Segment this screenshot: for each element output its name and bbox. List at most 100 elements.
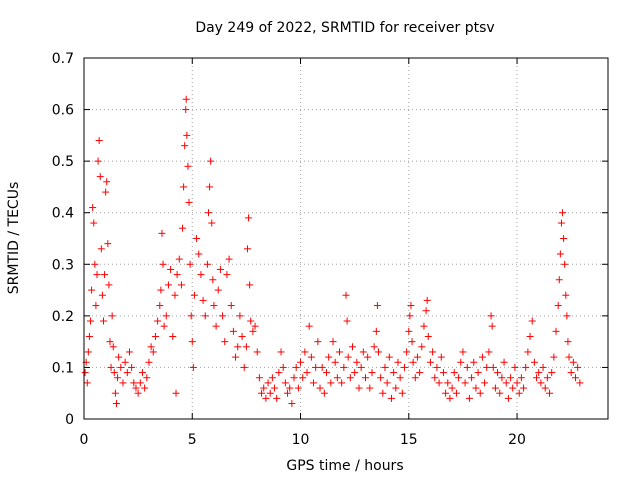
data-point (348, 343, 356, 351)
data-point (485, 348, 493, 356)
x-tick-label: 10 (292, 432, 310, 448)
data-point (550, 353, 558, 361)
data-point (114, 374, 122, 382)
x-axis: 0 5 10 15 20 (80, 58, 526, 448)
data-point (526, 332, 534, 340)
data-point (465, 394, 473, 402)
data-point (424, 332, 432, 340)
data-point (108, 312, 116, 320)
data-point (325, 353, 333, 361)
data-point (284, 389, 292, 397)
data-point (379, 389, 387, 397)
data-point (207, 157, 215, 165)
data-point (513, 379, 521, 387)
data-point (212, 322, 220, 330)
y-tick-label: 0.1 (52, 360, 74, 376)
data-point (189, 363, 197, 371)
y-axis-label: SRMTID / TECUs (6, 182, 22, 295)
data-point (504, 394, 512, 402)
data-point (420, 322, 428, 330)
x-tick-label: 15 (400, 432, 418, 448)
data-point (216, 265, 224, 273)
data-point (117, 363, 125, 371)
data-point (151, 332, 159, 340)
data-point (297, 358, 305, 366)
data-point (93, 271, 101, 279)
y-tick-label: 0 (65, 412, 74, 428)
data-point (511, 363, 519, 371)
data-point (255, 374, 263, 382)
data-point (487, 312, 495, 320)
chart-title: Day 249 of 2022, SRMTID for receiver pts… (195, 20, 494, 36)
data-point (392, 384, 400, 392)
data-point (474, 369, 482, 377)
data-point (294, 384, 302, 392)
data-point (336, 348, 344, 356)
data-point (331, 358, 339, 366)
data-point (488, 322, 496, 330)
data-point (406, 312, 414, 320)
data-point (374, 348, 382, 356)
data-point (138, 369, 146, 377)
data-point (149, 348, 157, 356)
data-point (448, 384, 456, 392)
data-points (81, 95, 584, 408)
data-point (344, 353, 352, 361)
y-tick-label: 0.3 (52, 257, 74, 273)
data-point (491, 384, 499, 392)
data-point (185, 198, 193, 206)
data-point (182, 106, 190, 114)
data-point (318, 363, 326, 371)
data-point (203, 260, 211, 268)
data-point (89, 204, 97, 212)
data-point (312, 363, 320, 371)
data-point (481, 379, 489, 387)
data-point (528, 317, 536, 325)
data-point (130, 379, 138, 387)
data-point (560, 235, 568, 242)
y-tick-label: 0.4 (52, 206, 74, 222)
data-point (240, 363, 248, 371)
data-point (219, 312, 227, 320)
data-point (292, 363, 300, 371)
data-point (125, 348, 133, 356)
data-point (509, 384, 517, 392)
data-point (361, 374, 369, 382)
data-point (157, 286, 165, 294)
data-point (180, 183, 188, 191)
data-point (546, 389, 554, 397)
data-point (373, 302, 381, 310)
data-point (145, 358, 153, 366)
data-point (426, 358, 434, 366)
data-point (541, 384, 549, 392)
data-point (105, 281, 113, 289)
data-point (457, 358, 465, 366)
data-point (277, 348, 285, 356)
data-point (355, 384, 363, 392)
data-point (494, 369, 502, 377)
data-point (101, 271, 109, 279)
data-point (279, 363, 287, 371)
data-point (476, 389, 484, 397)
data-point (383, 379, 391, 387)
data-point (343, 317, 351, 325)
data-point (502, 379, 510, 387)
data-point (182, 95, 190, 103)
data-point (232, 353, 240, 361)
data-point (555, 276, 563, 284)
data-point (398, 389, 406, 397)
x-tick-label: 0 (80, 432, 89, 448)
data-point (459, 348, 467, 356)
data-point (351, 369, 359, 377)
data-point (242, 343, 250, 351)
data-point (455, 374, 463, 382)
data-point (461, 379, 469, 387)
data-point (141, 384, 149, 392)
data-point (346, 374, 354, 382)
data-point (95, 137, 103, 145)
y-tick-label: 0.7 (52, 51, 74, 67)
data-point (104, 240, 112, 248)
data-point (342, 291, 350, 299)
data-point (128, 363, 136, 371)
data-point (97, 245, 105, 253)
